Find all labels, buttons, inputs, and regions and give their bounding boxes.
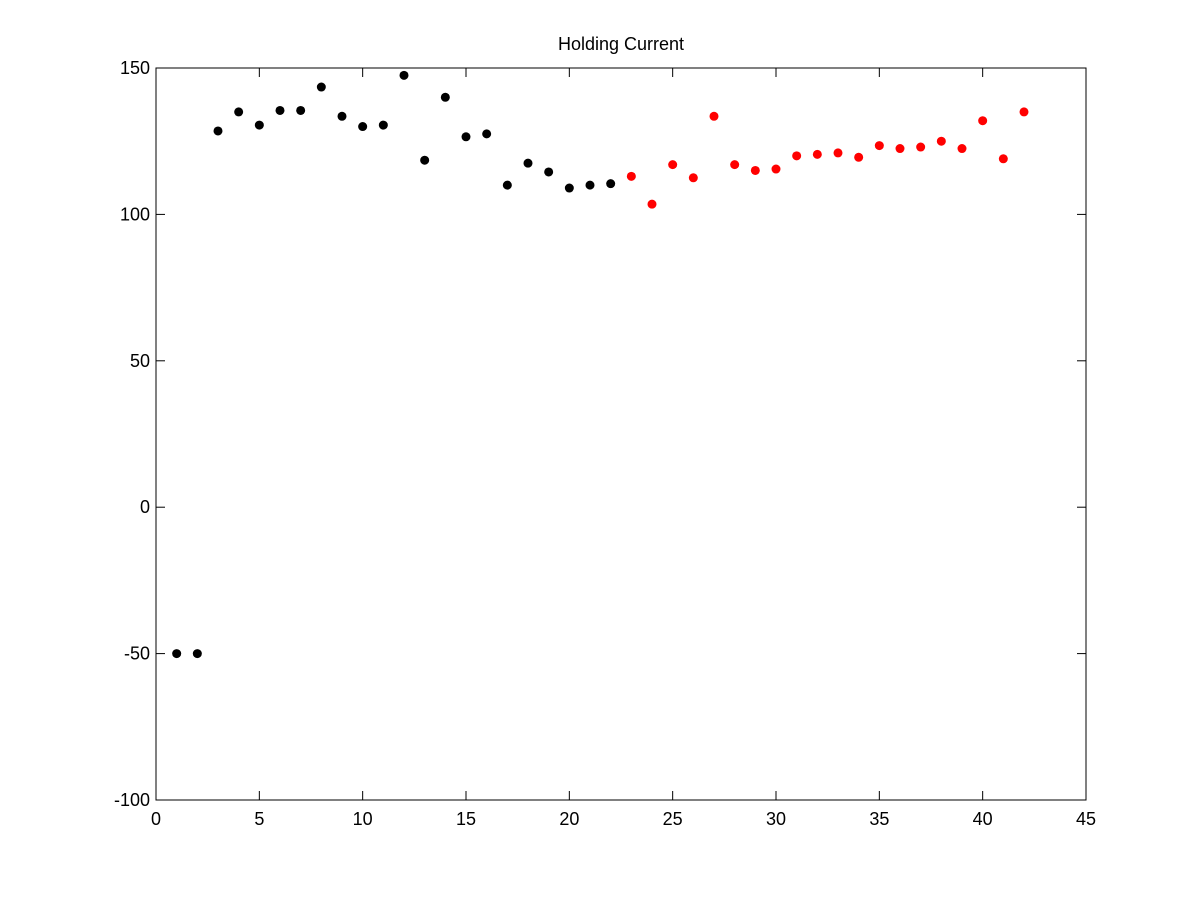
x-tick-label: 25: [663, 809, 683, 829]
data-point-series-2: [792, 151, 802, 161]
data-point-series-2: [1019, 107, 1029, 117]
data-point-series-1: [378, 120, 388, 130]
data-point-series-2: [895, 144, 905, 154]
data-point-series-2: [916, 142, 926, 152]
y-tick-label: -100: [114, 790, 150, 810]
data-point-series-1: [461, 132, 471, 142]
data-point-series-2: [688, 173, 698, 183]
x-tick-label: 35: [869, 809, 889, 829]
data-point-series-2: [998, 154, 1008, 164]
x-tick-label: 20: [559, 809, 579, 829]
y-tick-label: 0: [140, 497, 150, 517]
data-point-series-2: [936, 136, 946, 146]
x-tick-label: 30: [766, 809, 786, 829]
x-tick-label: 45: [1076, 809, 1096, 829]
x-axis-ticks: 0 5 10 15 20 25 30 35 40 45: [151, 68, 1096, 829]
data-point-series-1: [275, 105, 285, 115]
data-point-series-1: [399, 70, 409, 80]
chart-title: Holding Current: [558, 34, 684, 54]
y-tick-label: -50: [124, 644, 150, 664]
data-point-series-2: [647, 199, 657, 209]
data-point-series-1: [585, 180, 595, 190]
data-point-series-2: [854, 152, 864, 162]
data-point-series-1: [420, 155, 430, 165]
data-point-series-1: [254, 120, 264, 130]
y-tick-label: 100: [120, 204, 150, 224]
data-point-series-2: [750, 165, 760, 175]
data-point-series-1: [606, 179, 616, 189]
data-point-series-1: [234, 107, 244, 117]
data-point-series-1: [213, 126, 223, 136]
plot-area: [155, 67, 1087, 801]
x-tick-label: 0: [151, 809, 161, 829]
data-point-series-1: [172, 649, 182, 659]
data-point-series-1: [564, 183, 574, 193]
x-tick-label: 40: [973, 809, 993, 829]
x-tick-label: 10: [353, 809, 373, 829]
data-point-series-2: [874, 141, 884, 151]
data-point-series-1: [502, 180, 512, 190]
data-point-series-1: [523, 158, 533, 168]
data-point-series-1: [358, 122, 368, 132]
data-point-series-2: [978, 116, 988, 126]
data-point-series-1: [316, 82, 326, 92]
data-point-series-1: [544, 167, 554, 177]
data-point-series-2: [833, 148, 843, 158]
data-point-series-2: [709, 111, 719, 121]
data-point-series-2: [957, 144, 967, 154]
y-tick-label: 50: [130, 351, 150, 371]
data-point-series-1: [440, 92, 450, 102]
x-tick-label: 15: [456, 809, 476, 829]
y-tick-label: 150: [120, 58, 150, 78]
y-axis-ticks: -100 -50 0 50 100 150: [114, 58, 1086, 810]
data-point-series-2: [626, 171, 636, 181]
x-tick-label: 5: [254, 809, 264, 829]
data-point-series-2: [771, 164, 781, 174]
data-point-series-2: [812, 149, 822, 159]
data-point-series-2: [668, 160, 678, 170]
data-points: [172, 70, 1029, 659]
data-point-series-1: [337, 111, 347, 121]
data-point-series-1: [296, 105, 306, 115]
data-point-series-2: [730, 160, 740, 170]
data-point-series-1: [192, 649, 202, 659]
data-point-series-1: [482, 129, 492, 139]
